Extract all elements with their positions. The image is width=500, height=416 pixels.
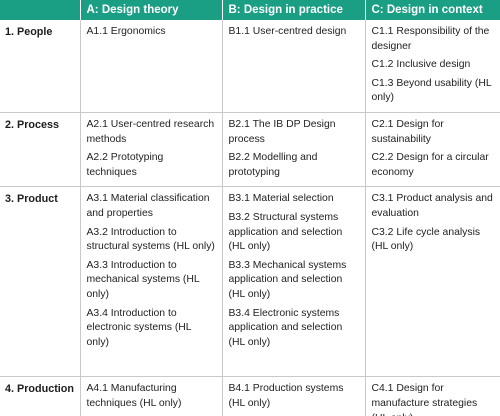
topic-item: B2.1 The IB DP Design process [228, 118, 336, 145]
topic-item: C3.1 Product analysis and evaluation [371, 193, 493, 219]
topic-item: B4.1 Production systems (HL only) [228, 383, 344, 409]
topic-item: C3.2 Life cycle analysis (HL only) [371, 226, 481, 253]
header-design-in-practice: B: Design in practice [221, 0, 365, 20]
header-row: A: Design theory B: Design in practice C… [0, 0, 500, 20]
topic-item: B3.4 Electronic systems application and … [228, 307, 343, 348]
topic-item: B3.3 Mechanical systems application and … [228, 259, 347, 300]
topic-item: A2.1 User-centred research methods [86, 118, 215, 145]
topic-item: B3.2 Structural systems application and … [228, 211, 343, 253]
cell-people-design-in-practice: B1.1 User-centred design [221, 20, 365, 113]
cell-product-design-theory: A3.1 Material classification and propert… [79, 186, 222, 378]
cell-production-design-in-practice: B4.1 Production systems (HL only) [221, 376, 365, 416]
topic-item: C2.2 Design for a circular economy [371, 152, 489, 178]
topic-item: A1.1 Ergonomics [86, 26, 166, 37]
cell-people-design-theory: A1.1 Ergonomics [79, 20, 222, 113]
topic-item: A4.1 Manufacturing techniques (HL only) [86, 383, 182, 409]
topic-item: A2.2 Prototyping techniques [86, 152, 164, 178]
topic-item: C1.1 Responsibility of the designer [371, 26, 490, 52]
row-label: 4. Production [5, 383, 74, 396]
row-label: 2. Process [0, 112, 80, 188]
row-label: 3. Product [0, 186, 80, 378]
topic-item: A3.3 Introduction to mechanical systems … [86, 259, 200, 300]
topic-item: A3.2 Introduction to structural systems … [86, 226, 215, 253]
topic-item: C1.2 Inclusive design [371, 59, 471, 71]
topic-item: A3.1 Material classification and propert… [86, 193, 210, 219]
table-row-product: 3. Product A3.1 Material classification … [0, 186, 500, 378]
topic-item: C2.1 Design for sustainability [371, 118, 444, 145]
topic-item: B1.1 User-centred design [228, 26, 347, 37]
header-design-in-context: C: Design in context [364, 0, 500, 20]
cell-production-design-in-context: C4.1 Design for manufacture strategies (… [364, 376, 500, 416]
header-corner [0, 0, 80, 20]
topic-item: A3.4 Introduction to electronic systems … [86, 307, 192, 348]
cell-production-design-theory: A4.1 Manufacturing techniques (HL only) [79, 376, 222, 416]
topic-item: C4.1 Design for manufacture strategies (… [371, 383, 478, 416]
table-row-people: 1. People A1.1 Ergonomics B1.1 User-cent… [0, 20, 500, 113]
cell-people-design-in-context: C1.1 Responsibility of the designer C1.2… [364, 20, 500, 113]
header-design-theory: A: Design theory [79, 0, 222, 20]
table-row-production: 4. Production A4.1 Manufacturing techniq… [0, 376, 500, 416]
topic-item: C1.3 Beyond usability (HL only) [371, 77, 492, 104]
table-row-process: 2. Process A2.1 User-centred research me… [0, 112, 500, 188]
topic-item: B2.2 Modelling and prototyping [228, 152, 318, 178]
cell-process-design-theory: A2.1 User-centred research methods A2.2 … [79, 112, 222, 188]
row-label: 1. People [0, 20, 80, 113]
cell-product-design-in-context: C3.1 Product analysis and evaluation C3.… [364, 186, 500, 378]
cell-product-design-in-practice: B3.1 Material selection B3.2 Structural … [221, 186, 365, 378]
cell-process-design-in-practice: B2.1 The IB DP Design process B2.2 Model… [221, 112, 365, 188]
topic-item: B3.1 Material selection [228, 193, 334, 205]
cell-process-design-in-context: C2.1 Design for sustainability C2.2 Desi… [364, 112, 500, 188]
